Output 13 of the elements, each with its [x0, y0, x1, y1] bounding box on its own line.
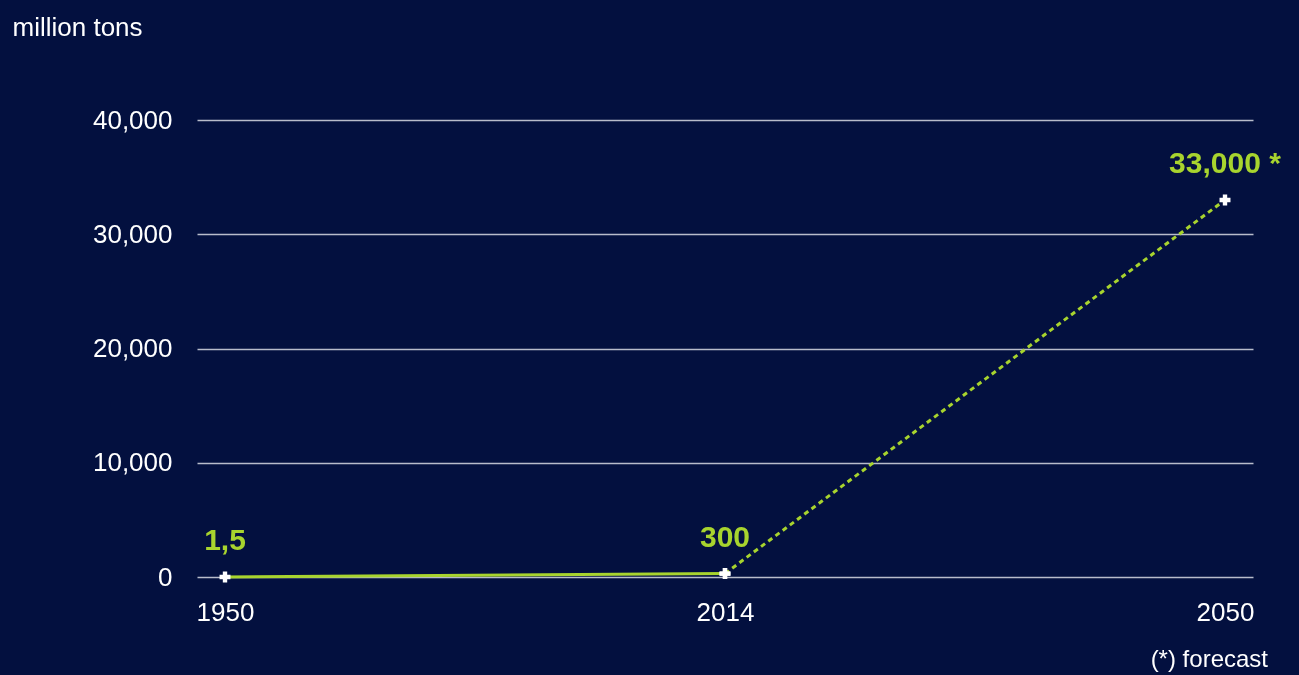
data-label: 1,5	[204, 522, 246, 556]
y-tick-label: 40,000	[92, 104, 173, 135]
data-label: 33,000 *	[1169, 145, 1282, 179]
y-tick-label: 0	[158, 561, 173, 592]
y-axis-title: million tons	[12, 11, 143, 42]
y-tick-label: 10,000	[92, 447, 173, 478]
x-tick-label: 2014	[696, 596, 755, 627]
x-tick-label: 1950	[196, 596, 255, 627]
y-tick-label: 20,000	[92, 333, 173, 363]
text: (*) forecast	[1150, 645, 1269, 672]
x-tick-label: 2050	[1196, 596, 1255, 627]
y-tick-label: 30,000	[92, 218, 173, 249]
data-label: 300	[699, 519, 751, 553]
